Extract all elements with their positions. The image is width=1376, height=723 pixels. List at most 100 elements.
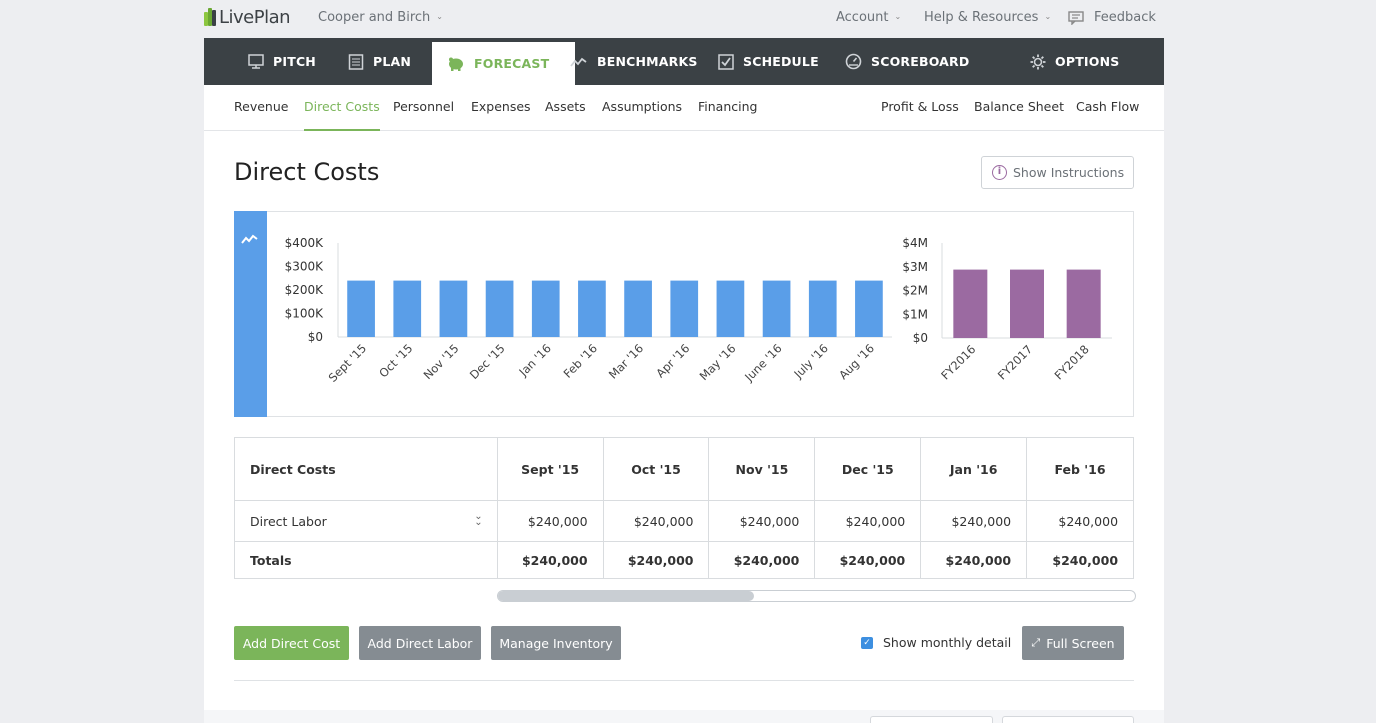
table-cell[interactable]: $240,000 bbox=[604, 501, 710, 541]
feedback-link[interactable]: Feedback bbox=[1068, 10, 1156, 25]
tab-label: FORECAST bbox=[474, 56, 550, 71]
y-tick-label: $0 bbox=[308, 330, 323, 344]
account-menu[interactable]: Account ⌄ bbox=[836, 10, 901, 25]
totals-label: Totals bbox=[235, 542, 498, 579]
chart-bar bbox=[1010, 269, 1044, 338]
logo-text: LivePlan bbox=[219, 6, 291, 28]
tab-forecast[interactable]: FORECAST bbox=[432, 42, 575, 85]
liveplan-logo[interactable]: LivePlan bbox=[204, 6, 291, 28]
tab-scoreboard[interactable]: SCOREBOARD bbox=[845, 38, 969, 85]
x-tick-label: Apr '16 bbox=[653, 341, 692, 380]
total-cell: $240,000 bbox=[709, 542, 816, 579]
tab-plan[interactable]: PLAN bbox=[348, 38, 411, 85]
show-instructions-label: Show Instructions bbox=[1013, 165, 1125, 180]
show-monthly-detail-toggle[interactable]: ✓ Show monthly detail bbox=[861, 635, 1011, 650]
tab-label: SCHEDULE bbox=[743, 54, 819, 69]
chevron-down-icon: ⌄ bbox=[436, 12, 443, 21]
x-tick-label: Sept '15 bbox=[326, 341, 370, 385]
x-tick-label: FY2018 bbox=[1052, 342, 1092, 382]
piggy-bank-icon bbox=[449, 57, 463, 71]
x-tick-label: Jan '16 bbox=[516, 341, 554, 379]
footer-button[interactable] bbox=[870, 716, 993, 723]
subnav-assumptions[interactable]: Assumptions bbox=[602, 99, 683, 114]
full-screen-label: Full Screen bbox=[1046, 635, 1115, 651]
double-chevron-down-icon[interactable]: ⌄ ⌄ bbox=[474, 511, 483, 528]
logo-icon bbox=[204, 8, 217, 26]
tab-schedule[interactable]: SCHEDULE bbox=[718, 38, 819, 85]
x-tick-label: May '16 bbox=[697, 341, 739, 383]
direct-costs-table: Direct Costs Sept '15 Oct '15 Nov '15 De… bbox=[234, 437, 1134, 579]
checkbox-icon bbox=[718, 53, 734, 70]
tab-pitch[interactable]: PITCH bbox=[248, 38, 316, 85]
subnav-assets[interactable]: Assets bbox=[545, 99, 586, 114]
total-cell: $240,000 bbox=[498, 542, 604, 579]
chart-bar bbox=[624, 280, 652, 337]
manage-inventory-button[interactable]: Manage Inventory bbox=[491, 626, 621, 660]
total-cell: $240,000 bbox=[604, 542, 710, 579]
sub-nav: Revenue Direct Costs Personnel Expenses … bbox=[204, 85, 1164, 131]
chart-bar bbox=[808, 280, 837, 337]
subnav-financing[interactable]: Financing bbox=[698, 99, 758, 114]
row-label: Direct Labor bbox=[250, 513, 327, 529]
column-header: Oct '15 bbox=[604, 438, 710, 500]
table-cell[interactable]: $240,000 bbox=[921, 501, 1028, 541]
company-switcher[interactable]: Cooper and Birch ⌄ bbox=[318, 10, 443, 25]
subnav-cash-flow[interactable]: Cash Flow bbox=[1076, 99, 1140, 114]
checkbox-checked-icon[interactable]: ✓ bbox=[861, 636, 873, 649]
chart-bar bbox=[855, 280, 883, 337]
tab-label: PLAN bbox=[373, 54, 412, 69]
subnav-revenue[interactable]: Revenue bbox=[234, 99, 289, 114]
chart-bar bbox=[716, 280, 745, 337]
chart-bar bbox=[485, 280, 514, 337]
subnav-profit-loss[interactable]: Profit & Loss bbox=[881, 99, 959, 114]
table-cell[interactable]: $240,000 bbox=[709, 501, 816, 541]
add-direct-cost-button[interactable]: Add Direct Cost bbox=[234, 626, 349, 660]
table-row[interactable]: Direct Labor ⌄ ⌄ $240,000 $240,000 $240,0… bbox=[235, 501, 1133, 542]
y-tick-label: $3M bbox=[902, 260, 928, 274]
column-header: Nov '15 bbox=[709, 438, 816, 500]
y-tick-label: $300K bbox=[285, 260, 325, 274]
table-cell[interactable]: $240,000 bbox=[1058, 513, 1119, 529]
main-nav: PITCH PLAN FORECAST BENCHMARKS SCHEDULE … bbox=[204, 38, 1164, 85]
table-cell[interactable]: $240,000 bbox=[815, 501, 922, 541]
scrollbar-thumb[interactable] bbox=[498, 591, 754, 601]
account-label: Account bbox=[836, 10, 889, 25]
table-header-label: Direct Costs bbox=[235, 438, 498, 500]
y-tick-label: $100K bbox=[285, 307, 325, 321]
chart-bar bbox=[531, 280, 560, 337]
y-tick-label: $2M bbox=[902, 284, 928, 298]
tab-benchmarks[interactable]: BENCHMARKS bbox=[570, 38, 698, 85]
page-title: Direct Costs bbox=[234, 158, 380, 186]
chart-bar bbox=[762, 280, 791, 337]
footer-button[interactable] bbox=[1002, 716, 1134, 723]
chart-toggle[interactable] bbox=[234, 211, 267, 417]
horizontal-scrollbar[interactable] bbox=[497, 590, 1136, 602]
x-tick-label: Dec '15 bbox=[467, 341, 508, 382]
tab-options[interactable]: OPTIONS bbox=[1030, 38, 1119, 85]
column-header: Dec '15 bbox=[815, 438, 922, 500]
chart-bar bbox=[439, 280, 468, 337]
company-name: Cooper and Birch bbox=[318, 10, 431, 25]
full-screen-button[interactable]: ⤢ Full Screen bbox=[1022, 626, 1124, 660]
help-menu[interactable]: Help & Resources ⌄ bbox=[924, 10, 1051, 25]
subnav-personnel[interactable]: Personnel bbox=[393, 99, 455, 114]
x-tick-label: Nov '15 bbox=[421, 341, 462, 382]
subnav-balance-sheet[interactable]: Balance Sheet bbox=[974, 99, 1064, 114]
table-cell[interactable]: $240,000 bbox=[498, 501, 604, 541]
x-tick-label: Feb '16 bbox=[561, 341, 600, 380]
subnav-direct-costs[interactable]: Direct Costs bbox=[304, 85, 380, 131]
document-icon bbox=[348, 53, 364, 70]
tab-label: BENCHMARKS bbox=[597, 54, 698, 69]
chart-bar bbox=[578, 280, 606, 337]
row-label-cell[interactable]: Direct Labor ⌄ ⌄ bbox=[235, 501, 498, 541]
gauge-icon bbox=[845, 53, 862, 70]
y-tick-label: $4M bbox=[902, 236, 928, 250]
show-instructions-button[interactable]: i Show Instructions bbox=[981, 156, 1134, 189]
top-bar: LivePlan Cooper and Birch ⌄ Account ⌄ Help… bbox=[0, 0, 1376, 36]
divider bbox=[234, 680, 1134, 681]
add-direct-labor-button[interactable]: Add Direct Labor bbox=[359, 626, 481, 660]
chart-bar bbox=[670, 280, 699, 337]
x-tick-label: June '16 bbox=[741, 341, 784, 384]
x-tick-label: FY2016 bbox=[938, 342, 978, 382]
subnav-expenses[interactable]: Expenses bbox=[471, 99, 531, 114]
